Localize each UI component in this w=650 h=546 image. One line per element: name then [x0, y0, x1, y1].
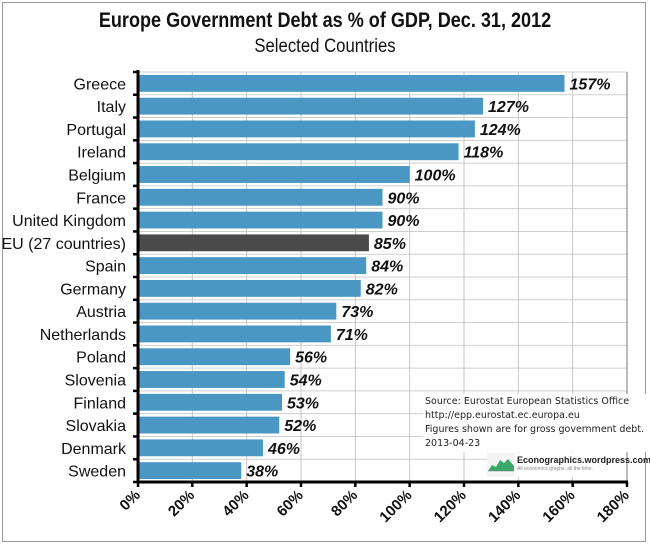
- value-label: 53%: [287, 395, 319, 412]
- bar: [138, 97, 484, 115]
- value-label: 46%: [267, 441, 300, 458]
- source-date: 2013-04-23: [425, 438, 481, 449]
- bar: [138, 279, 361, 297]
- source-annotation: Source: Eurostat European Statistics Off…: [423, 394, 647, 452]
- x-tick-label: 140%: [485, 487, 524, 526]
- category-label: United Kingdom: [12, 213, 126, 230]
- bar: [138, 74, 565, 92]
- category-label: Denmark: [61, 441, 127, 458]
- bars: [138, 74, 565, 480]
- value-label: 54%: [290, 373, 322, 390]
- bar: [138, 166, 410, 183]
- bar: [138, 143, 459, 161]
- category-label: Italy: [97, 99, 126, 116]
- category-label: Slovakia: [66, 418, 127, 435]
- category-label: France: [76, 190, 126, 207]
- category-labels: Greece Italy Portugal Ireland Belgium France U…: [2, 76, 128, 480]
- value-label: 52%: [284, 418, 316, 435]
- value-label: 82%: [366, 281, 398, 298]
- value-label: 73%: [341, 304, 373, 321]
- bar: [138, 325, 331, 343]
- category-label: Spain: [85, 259, 126, 276]
- x-tick-label: 60%: [274, 487, 307, 520]
- bar: [138, 439, 263, 457]
- x-tick-label: 120%: [431, 487, 470, 526]
- watermark-logo: Econographics.wordpress.com All economic…: [487, 453, 650, 477]
- category-label: Netherlands: [40, 327, 126, 344]
- x-tick-label: 180%: [594, 487, 633, 526]
- logo-chart-icon: [487, 453, 515, 477]
- x-tick-label: 160%: [539, 487, 578, 526]
- x-tick-label: 20%: [165, 487, 198, 520]
- chart-subtitle: Selected Countries: [254, 36, 396, 57]
- x-tick-label: 100%: [376, 487, 415, 526]
- value-label: 56%: [295, 350, 327, 367]
- source-url: http://epp.eurostat.ec.europa.eu: [425, 410, 580, 421]
- bar: [138, 211, 383, 229]
- category-label: Germany: [60, 281, 126, 298]
- x-tick-label: 40%: [219, 487, 252, 520]
- source-line: Source: Eurostat European Statistics Off…: [425, 396, 630, 407]
- x-tick-label: 80%: [328, 487, 361, 520]
- bar: [138, 371, 285, 388]
- value-labels: 157% 127% 124% 118% 100% 90% 90% 85% 84% 82% 73% 71…: [246, 76, 610, 480]
- watermark-name: Econographics.wordpress.com: [517, 455, 650, 465]
- value-label: 38%: [246, 464, 278, 481]
- value-label: 118%: [464, 145, 504, 162]
- category-label: Belgium: [68, 168, 126, 185]
- bar: [138, 234, 369, 252]
- category-label: EU (27 countries): [2, 236, 127, 253]
- bar: [138, 302, 337, 320]
- bar: [138, 416, 280, 434]
- bar: [138, 120, 475, 138]
- bar: [138, 393, 282, 411]
- category-label: Austria: [76, 304, 126, 321]
- value-label: 157%: [570, 76, 611, 93]
- bar: [138, 257, 367, 275]
- x-tick-label: 0%: [116, 487, 143, 514]
- x-tick-labels: 0% 20% 40% 60% 80% 100% 120% 140% 160% 180%: [116, 487, 632, 526]
- watermark-tagline: All economics graphs, all the time.: [517, 466, 593, 472]
- bar: [138, 348, 291, 366]
- category-label: Finland: [74, 395, 126, 412]
- bar: [138, 462, 242, 480]
- value-label: 127%: [488, 99, 529, 116]
- value-label: 90%: [388, 213, 420, 230]
- category-label: Greece: [74, 76, 127, 93]
- bar: [138, 188, 383, 206]
- axes: [133, 70, 629, 487]
- source-note: Figures shown are for gross government d…: [425, 424, 645, 435]
- category-label: Portugal: [66, 122, 126, 139]
- value-label: 85%: [374, 236, 406, 253]
- category-label: Sweden: [68, 464, 126, 481]
- value-label: 90%: [388, 190, 420, 207]
- category-label: Ireland: [77, 145, 126, 162]
- value-label: 124%: [480, 122, 521, 139]
- category-label: Poland: [76, 350, 126, 367]
- category-label: Slovenia: [65, 373, 126, 390]
- value-label: 100%: [415, 168, 456, 185]
- value-label: 71%: [336, 327, 368, 344]
- chart-title: Europe Government Debt as % of GDP, Dec.…: [98, 9, 552, 32]
- value-label: 84%: [371, 259, 403, 276]
